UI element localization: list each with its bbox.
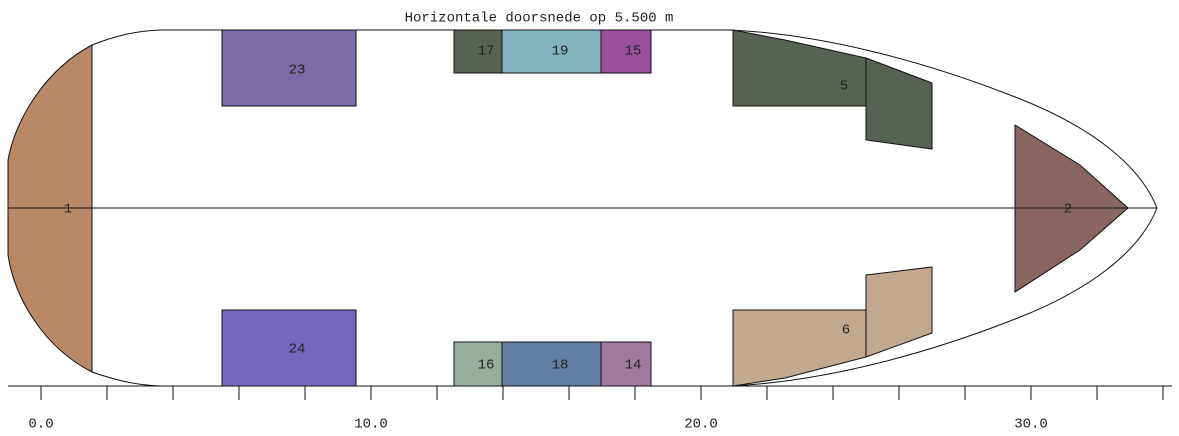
axis-ticks	[40, 386, 1164, 400]
tank	[865, 266, 933, 358]
title: Horizontale doorsnede op 5.500 m	[405, 11, 674, 27]
tank	[221, 29, 357, 107]
tank	[865, 57, 933, 150]
tank-label: 2	[1064, 202, 1072, 218]
tank	[732, 309, 867, 387]
tank	[501, 29, 602, 74]
tank-label: 16	[478, 358, 495, 374]
tank-label: 18	[552, 358, 569, 374]
tank	[453, 29, 503, 74]
axis-label: 10.0	[354, 417, 388, 433]
axis-label: 30.0	[1014, 417, 1048, 433]
tank	[600, 29, 652, 74]
tank-label: 24	[289, 342, 306, 358]
tank	[221, 309, 357, 387]
tank-label: 5	[840, 79, 848, 95]
tank-label: 15	[625, 44, 642, 60]
tank-label: 17	[478, 44, 495, 60]
tank-label: 14	[625, 358, 642, 374]
axis-label: 0.0	[28, 417, 53, 433]
tank-label: 23	[289, 63, 306, 79]
tank-label: 1	[64, 202, 72, 218]
tank-label: 6	[842, 323, 850, 339]
axis-label: 20.0	[684, 417, 718, 433]
tank-label: 19	[552, 44, 569, 60]
tank	[600, 341, 652, 387]
